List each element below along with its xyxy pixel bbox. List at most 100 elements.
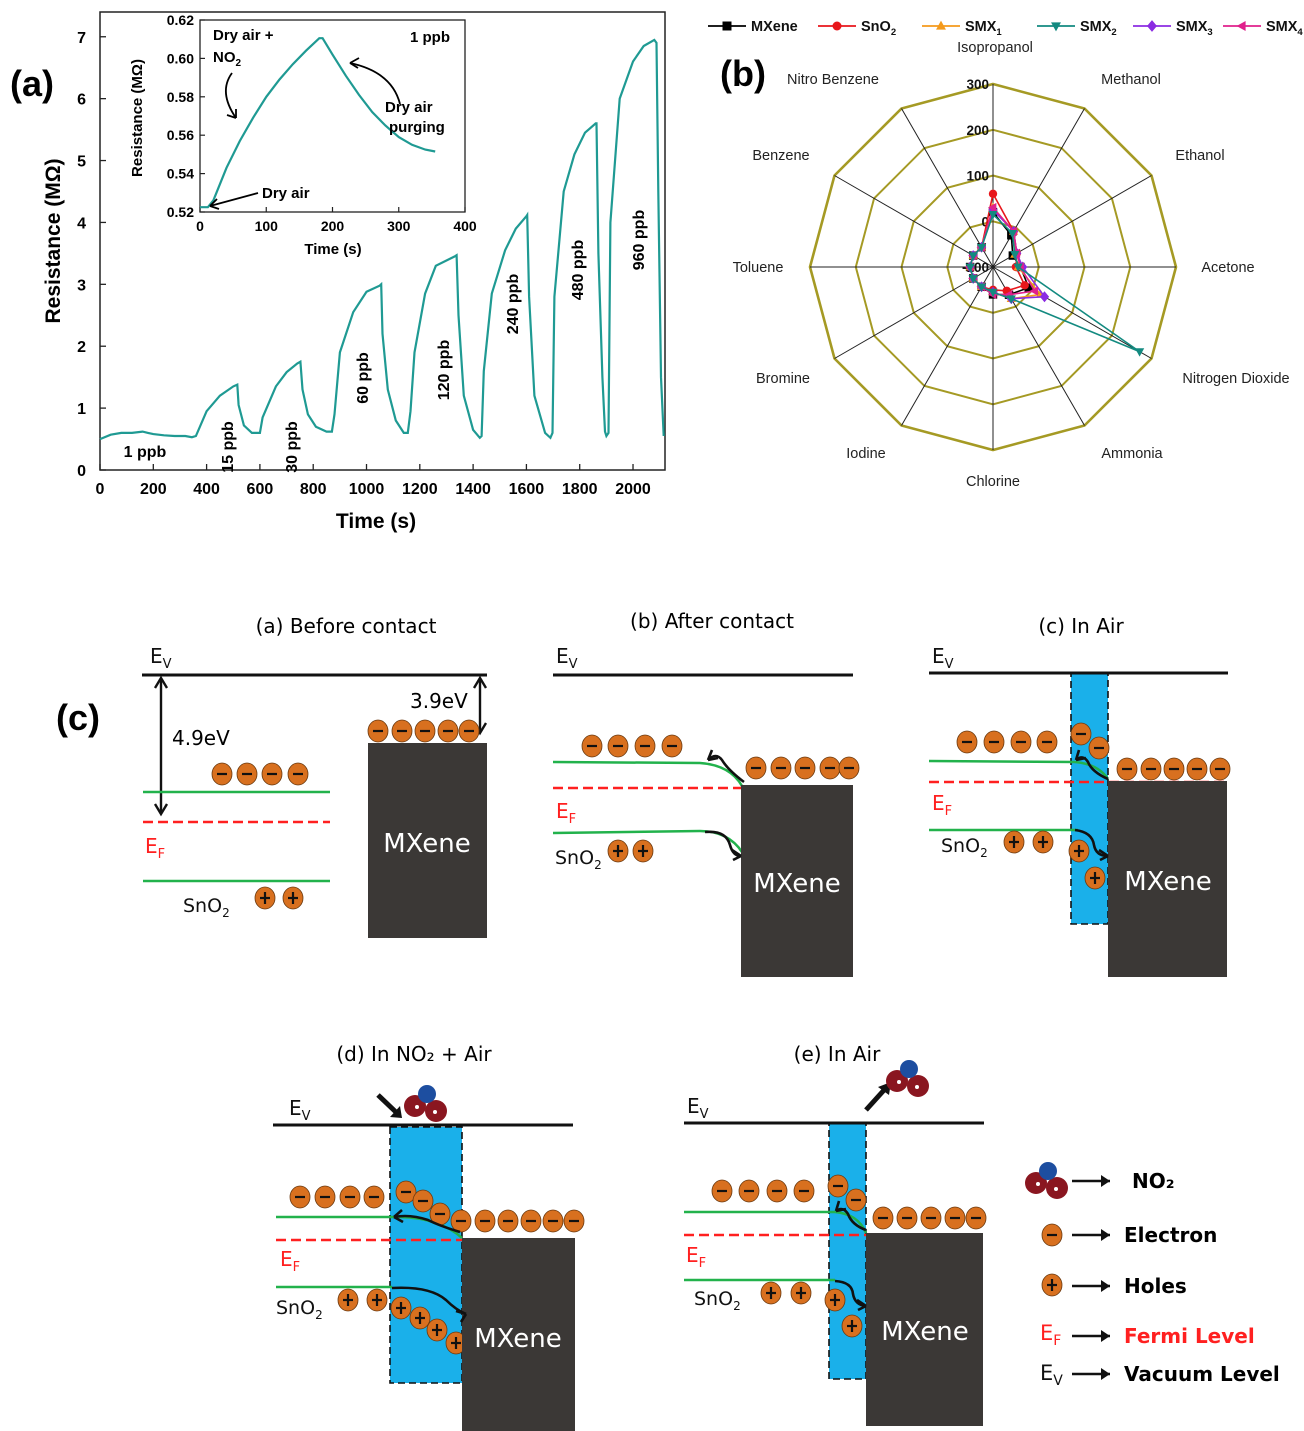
y-tick-label: 7 [77,30,86,47]
x-tick-label: 1200 [402,481,438,498]
gap-label: 4.9eV [172,726,230,750]
legend-holes-label: Holes [1124,1274,1187,1298]
radar-category-label: Isopropanol [957,40,1033,56]
radar-grid [808,82,1178,452]
vacuum-label: EV [289,1096,311,1124]
transfer-arrow [834,1279,867,1308]
panel-b-legend: MXene SnO2 SMX1 SMX2 SMX3 SMX4 [708,19,1303,38]
inset-y-tick-label: 0.60 [167,50,194,66]
mxene-label: MXene [881,1317,969,1347]
legend-arrowhead [1101,1229,1110,1241]
sno2-label: SnO2 [555,847,602,872]
mxene-label: MXene [1124,867,1212,897]
legend-label: SMX3 [1176,19,1213,38]
x-tick-label: 800 [300,481,327,498]
inset-y-ticks: 0.52 0.54 0.56 0.58 0.60 0.62 [167,12,205,220]
radar-point [1007,229,1018,239]
inset-y-tick-label: 0.54 [167,166,194,182]
radar-spoke [901,108,994,268]
x-tick-label: 1800 [562,481,598,498]
transfer-arrowhead [731,848,742,862]
legend-label: SMX4 [1266,19,1303,38]
radar-point [1020,281,1029,290]
panel-a-series-line [99,38,665,441]
panel-a-pulse-labels: 1 ppb 15 ppb 30 ppb 60 ppb 120 ppb 240 p… [124,210,648,473]
subpanel-title: (d) In NO₂ + Air [336,1042,492,1066]
legend-ev-symbol: EV [1040,1361,1063,1389]
legend-electron-label: Electron [1124,1223,1217,1247]
vacuum-label: EV [556,644,578,672]
radar-point [1006,295,1016,304]
panel-a-y-label: Resistance (MΩ) [42,158,65,323]
pulse-label: 240 ppb [505,274,522,335]
legend-marker [1147,20,1157,32]
y-tick-label: 4 [77,215,86,232]
radar-category-label: Acetone [1201,260,1254,276]
sno2-label: SnO2 [694,1288,741,1313]
fermi-label: EF [280,1247,300,1275]
legend-ef-symbol: EF [1040,1321,1061,1349]
radar-point [1134,348,1145,357]
band-diagrams: (a) Before contact EV 4.9eV 3.9eV EF SnO2 MXen… [142,609,1231,1431]
legend-marker [1051,22,1061,32]
vacuum-label: EV [150,644,172,672]
no2-nitrogen [418,1085,436,1103]
inset-x-label: Time (s) [304,241,361,258]
legend-marker [936,20,946,30]
inset-x-tick-label: 200 [321,218,345,234]
y-tick-label: 6 [77,92,86,109]
panel-c-label: (c) [56,697,100,738]
inset-annotation-ppb: 1 ppb [410,29,450,46]
x-tick-label: 2000 [615,481,651,498]
panel-a-x-label: Time (s) [336,510,416,533]
radar-point [987,202,997,213]
inset-arrowhead-2 [349,57,360,69]
mxene-block [866,1233,983,1426]
x-tick-label: 1600 [509,481,545,498]
sno2-label: SnO2 [276,1297,323,1322]
mxene-label: MXene [474,1324,562,1354]
legend-arrowhead [1101,1280,1110,1292]
inset-arrow-3 [209,192,259,207]
inset-annotation-no2: NO2 [213,49,242,69]
subpanel-title: (b) After contact [630,609,794,633]
vacuum-label: EV [932,644,954,672]
legend-label: SnO2 [861,19,896,38]
radar-point [988,211,998,220]
transfer-arrow [1075,756,1109,781]
radar-point [968,275,978,284]
y-tick-label: 3 [77,277,86,294]
inset-arrow-2 [349,62,401,105]
inset-annotation-dry-air: Dry air [262,185,310,202]
radar-category-label: Nitro Benzene [787,72,879,88]
pulse-label: 960 ppb [631,210,648,271]
gap-label: 3.9eV [410,689,468,713]
radar-point [1039,291,1050,303]
x-tick-label: 200 [140,481,167,498]
inset-y-tick-label: 0.58 [167,89,194,105]
legend-label: SMX1 [965,19,1002,38]
no2-oxygen [886,1070,908,1092]
inset-arrow-1 [225,72,237,119]
panel-a: (a) 0 200 400 600 800 1000 1200 1400 1600 1800 200… [10,11,666,533]
conduction-band [552,760,744,787]
radar-point [976,283,987,292]
radar-spoke [901,266,994,426]
radar-point [1024,283,1033,292]
legend-marker [722,21,732,31]
mxene-block [741,785,853,977]
transfer-arrow [1074,828,1109,858]
no2-highlight [897,1080,901,1084]
transfer-arrowhead [1074,749,1087,762]
radar-ring-label: 100 [966,169,989,184]
no2-arrow [864,1087,887,1112]
inset-x-tick-label: 0 [196,218,204,234]
radar-point [1029,286,1038,296]
inset-x-tick-label: 300 [387,218,411,234]
transfer-arrow [704,830,742,858]
inset-annotation-purge-2: purging [389,119,445,136]
transfer-arrowhead [1098,848,1109,862]
radar-ring-label: 300 [966,77,989,92]
x-tick-label: 600 [247,481,274,498]
radar-point [1010,251,1020,260]
